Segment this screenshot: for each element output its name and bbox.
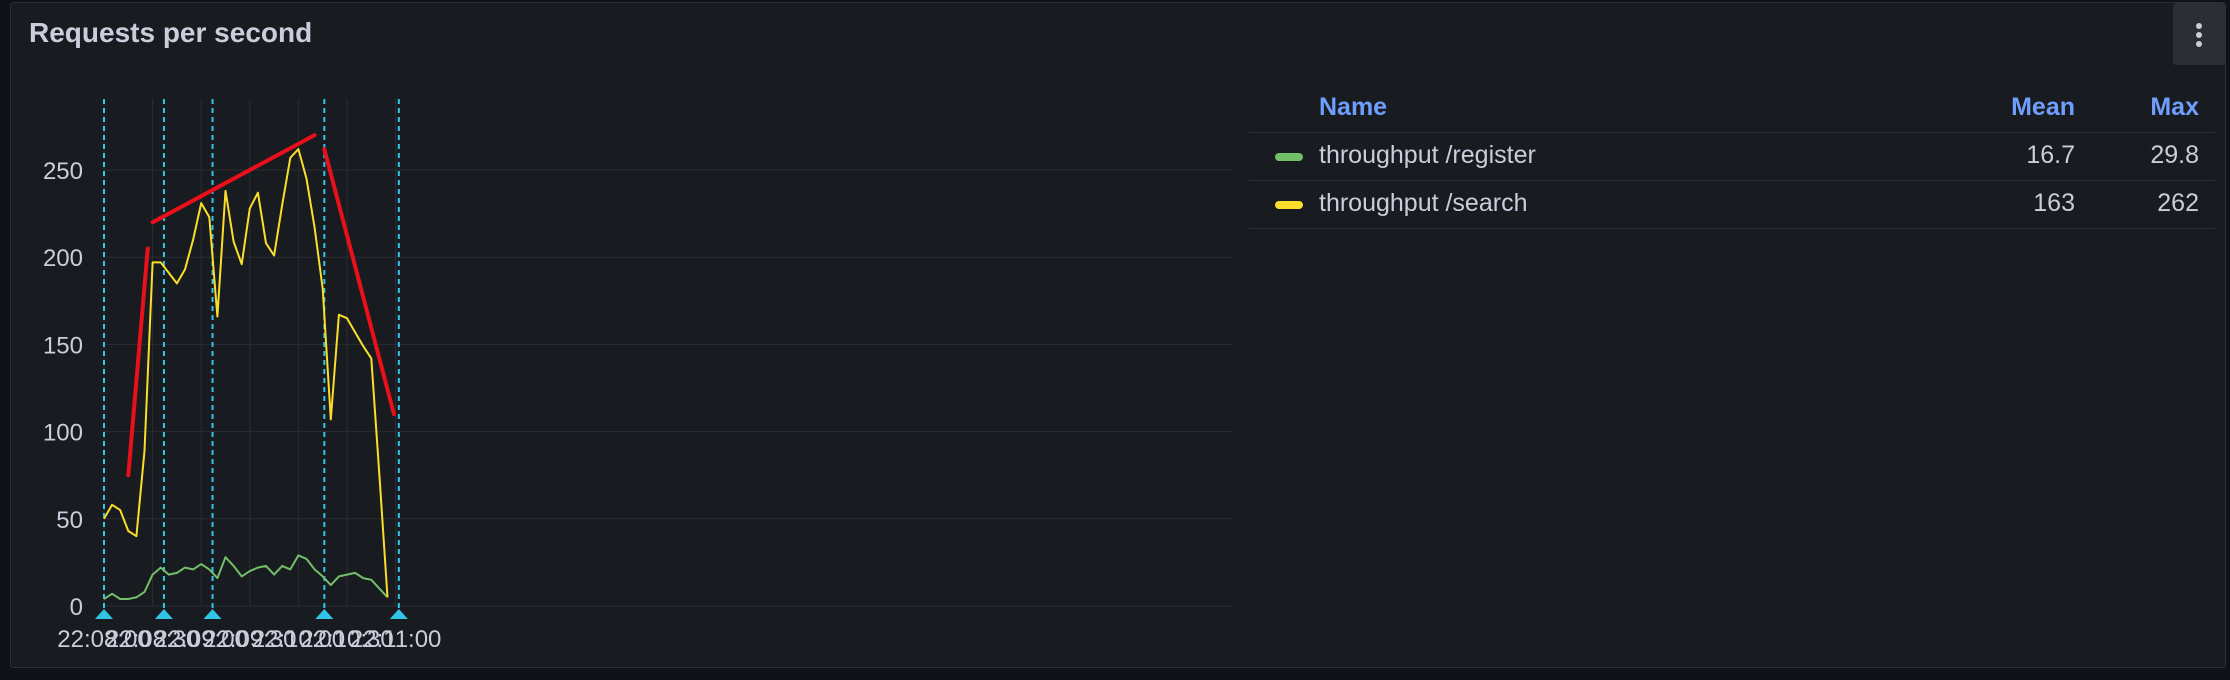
x-tick-label: 22:10:00 [252, 626, 345, 653]
panel-title: Requests per second [29, 17, 313, 48]
menu-dot-icon [2196, 41, 2202, 47]
legend-header-name[interactable]: Name [1319, 93, 1388, 121]
legend-header-mean[interactable]: Mean [2011, 93, 2075, 121]
legend-row-search[interactable]: throughput /search 163 262 [1249, 181, 2215, 229]
x-tick-label: 22:08:00 [57, 626, 150, 653]
x-tick-label: 22:09:30 [203, 626, 296, 653]
legend-series-max: 29.8 [2150, 141, 2199, 169]
legend-series-mean: 16.7 [2026, 141, 2075, 169]
line-chart: 05010015020025022:08:0022:08:3022:09:002… [43, 99, 1233, 653]
x-tick-label: 22:11:00 [350, 626, 442, 653]
series-color-swatch [1275, 153, 1303, 161]
trend-annotation-line [322, 147, 396, 417]
legend-series-max: 262 [2157, 189, 2199, 217]
y-tick-label: 250 [43, 158, 83, 185]
legend-series-name[interactable]: throughput /register [1319, 141, 1536, 169]
series-line-search [103, 148, 389, 598]
y-tick-label: 150 [43, 332, 83, 359]
trend-annotation-line [126, 246, 150, 478]
y-tick-label: 50 [56, 507, 83, 534]
annotation-marker-triangle [95, 609, 113, 619]
annotation-marker-triangle [389, 609, 408, 619]
panel: Requests per second 0 50 100 150 200 250 22:08… [10, 2, 2226, 668]
legend-table: Name Mean Max throughput /register 16.7 … [1249, 85, 2215, 229]
panel-menu-button[interactable] [2173, 3, 2225, 65]
annotation-marker-triangle [315, 609, 334, 619]
trend-annotation-line [150, 133, 317, 225]
legend-header-max[interactable]: Max [2150, 93, 2199, 121]
legend-series-mean: 163 [2033, 189, 2075, 217]
legend-row-register[interactable]: throughput /register 16.7 29.8 [1249, 133, 2215, 181]
y-tick-label: 200 [43, 245, 83, 272]
legend-series-name[interactable]: throughput /search [1319, 189, 1528, 217]
x-tick-label: 22:09:00 [154, 626, 247, 653]
annotation-marker-triangle [154, 609, 173, 619]
x-tick-label: 22:08:30 [106, 626, 199, 653]
annotation-marker-triangle [203, 609, 222, 619]
series-color-swatch [1275, 201, 1303, 209]
y-tick-label: 100 [43, 420, 83, 447]
legend-header: Name Mean Max [1249, 85, 2215, 133]
y-tick-label: 0 [70, 594, 83, 621]
menu-dot-icon [2196, 23, 2202, 29]
series-line-register [103, 554, 389, 600]
menu-dot-icon [2196, 32, 2202, 38]
x-tick-label: 22:10:30 [300, 626, 393, 653]
